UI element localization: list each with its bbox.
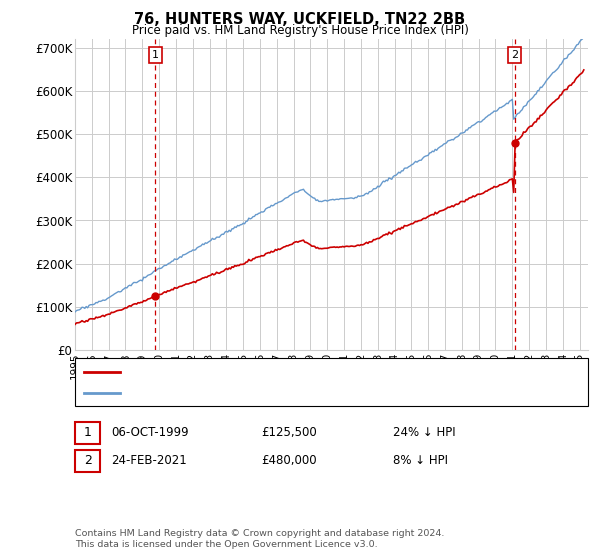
Text: 76, HUNTERS WAY, UCKFIELD, TN22 2BB: 76, HUNTERS WAY, UCKFIELD, TN22 2BB	[134, 12, 466, 27]
Text: Contains HM Land Registry data © Crown copyright and database right 2024.
This d: Contains HM Land Registry data © Crown c…	[75, 529, 445, 549]
Text: 76, HUNTERS WAY, UCKFIELD, TN22 2BB (detached house): 76, HUNTERS WAY, UCKFIELD, TN22 2BB (det…	[129, 367, 450, 377]
Text: HPI: Average price, detached house, Wealden: HPI: Average price, detached house, Weal…	[129, 388, 379, 398]
Text: 24% ↓ HPI: 24% ↓ HPI	[393, 426, 455, 439]
Text: £125,500: £125,500	[261, 426, 317, 439]
Text: 8% ↓ HPI: 8% ↓ HPI	[393, 454, 448, 467]
Text: Price paid vs. HM Land Registry's House Price Index (HPI): Price paid vs. HM Land Registry's House …	[131, 24, 469, 37]
Text: 2: 2	[83, 454, 92, 467]
Text: £480,000: £480,000	[261, 454, 317, 467]
Text: 1: 1	[83, 426, 92, 439]
Text: 24-FEB-2021: 24-FEB-2021	[111, 454, 187, 467]
Text: 1: 1	[152, 50, 159, 60]
Text: 06-OCT-1999: 06-OCT-1999	[111, 426, 188, 439]
Text: 2: 2	[511, 50, 518, 60]
